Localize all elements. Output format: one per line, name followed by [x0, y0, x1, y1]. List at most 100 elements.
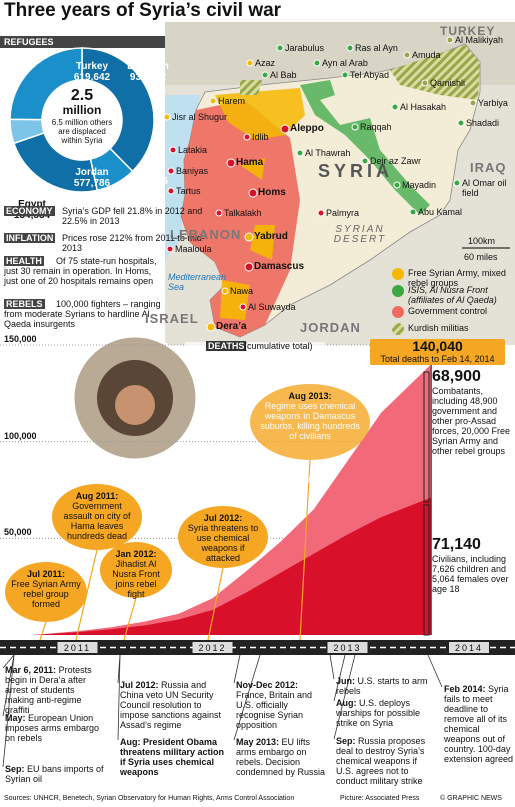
place-label: Damascus — [254, 261, 305, 272]
place-dot — [469, 99, 477, 107]
bubble-text: Jihadist Al Nusra Front joins rebel figh… — [112, 559, 160, 599]
bubble — [5, 562, 87, 622]
donut-segment — [9, 47, 83, 121]
place-dot — [296, 149, 304, 157]
timeline-text: Protests begin in Dera’a after arrest of… — [5, 665, 92, 715]
legend-label: Free Syrian Army, mixed rebel groups — [408, 268, 506, 288]
isis-area — [300, 80, 430, 215]
country-name: Lebanon — [127, 61, 169, 72]
timeline-connector — [427, 654, 443, 688]
place-dot — [244, 232, 254, 242]
refugee-unit: million — [62, 103, 102, 117]
place-label: Homs — [258, 187, 286, 198]
legend-swatch — [392, 323, 404, 335]
bubble — [100, 542, 172, 598]
legend-label: ISIS, Al Nusra Front (affiliates of Al Q… — [408, 285, 497, 305]
place-label: Deir az Zawr — [370, 156, 422, 166]
civilians-text: Civilians, including 7,626 children and … — [432, 554, 509, 594]
civilians-number: 71,140 — [432, 536, 481, 553]
place-dot — [206, 322, 216, 332]
place-label: Azaz — [255, 58, 276, 68]
place-label: Ayn al Arab — [322, 58, 368, 68]
place-dot — [215, 209, 223, 217]
total-value: 140,040 — [412, 338, 463, 354]
x-tick-label: 2012 — [198, 643, 227, 653]
bubble-pointer — [299, 459, 311, 641]
deaths-area — [32, 497, 432, 635]
syria-label: SYRIA — [318, 161, 394, 181]
donut-center — [43, 81, 121, 159]
stat-text: Syria’s GDP fell 21.8% in 2012 and 22.5%… — [62, 206, 203, 226]
timeline-entry: Mar 6, 2011: Protests begin in Dera’a af… — [5, 665, 105, 715]
kurdish-area — [240, 45, 480, 100]
timeline-connector — [233, 654, 261, 741]
timeline-date: Sep: — [336, 736, 356, 746]
timeline-connector — [333, 654, 356, 740]
x-tick-label: 2013 — [333, 643, 362, 653]
timeline-entry: Aug: President Obama threatens military … — [120, 737, 228, 777]
place-label: Ras al Ayn — [355, 43, 398, 53]
place-label: Idlib — [252, 132, 269, 142]
bubble-date: Jul 2011: — [26, 569, 66, 579]
x-tick-box — [327, 642, 368, 653]
title: Three years of Syria’s civil war — [4, 0, 282, 21]
timeline-entry: May 2013: EU lifts arms embargo on rebel… — [236, 737, 326, 777]
timeline-text: EU bans imports of Syrian oil — [5, 764, 104, 784]
stat-heading: INFLATION — [4, 233, 56, 243]
country-value: 224,356 — [131, 176, 169, 187]
combatants-bracket — [423, 371, 430, 503]
x-tick-box — [192, 642, 233, 653]
place-label: Al Malikiyah — [455, 35, 504, 45]
timeline-date: Jun: — [336, 676, 355, 686]
place-dot — [317, 209, 325, 217]
refugee-heading-bg — [0, 36, 165, 48]
timeline-text: France, Britain and U.S. officially reco… — [236, 690, 313, 730]
timeline-text: Russia proposes deal to destroy Syria’s … — [336, 736, 426, 786]
legend-swatch — [392, 268, 404, 280]
stat-heading: ECONOMY — [4, 206, 55, 216]
timeline-connector — [2, 654, 15, 717]
timeline-entry: Sep: Russia proposes deal to destroy Syr… — [336, 736, 431, 786]
timeline-entry: May: European Union imposes arms embargo… — [5, 713, 105, 743]
place-dot — [166, 245, 174, 253]
timeline-date: Feb 2014: — [444, 684, 486, 694]
timeline-entry: Jul 2012: Russia and China veto UN Secur… — [120, 680, 228, 730]
place-dot — [421, 79, 429, 87]
country-name: Jordan — [75, 167, 109, 178]
stat-heading: REBELS — [4, 299, 45, 309]
place-dot — [446, 36, 454, 44]
place-label: Yabrud — [254, 231, 288, 242]
place-dot — [457, 119, 465, 127]
place-dot — [221, 287, 229, 295]
timeline-date: Aug: — [336, 698, 357, 708]
rebel-south — [220, 158, 275, 320]
country-value: 938,392 — [129, 72, 167, 83]
desert-label: SYRIAN DESERT — [333, 224, 387, 245]
place-label: Amuda — [412, 50, 441, 60]
timeline-text: U.S. deploys warships for possible strik… — [336, 698, 421, 728]
place-label: Mayadin — [402, 180, 437, 190]
place-dot — [167, 187, 175, 195]
place-dot — [351, 123, 359, 131]
place-label: Maaloula — [175, 244, 212, 254]
total-caption: Total deaths to Feb 14, 2014 — [380, 354, 495, 364]
timeline-connector — [117, 654, 121, 741]
country-name: Turkey — [75, 61, 109, 72]
time-axis — [0, 640, 515, 655]
timeline-connector — [2, 654, 15, 669]
government-area — [181, 100, 300, 337]
place-dot — [209, 97, 217, 105]
bubble-date: Aug 2011: — [75, 491, 119, 501]
legend-label: Government control — [408, 306, 488, 316]
sea-label: Mediterranean Sea — [168, 272, 227, 292]
timeline-text: President Obama threatens military actio… — [120, 737, 225, 777]
place-dot — [403, 51, 411, 59]
place-dot — [341, 71, 349, 79]
legend-label: Kurdish militias — [408, 323, 469, 333]
refugee-heading: REFUGEES — [4, 37, 54, 47]
place-label: Yarbiya — [478, 98, 508, 108]
combatants-text: Combatants, including 48,900 government … — [432, 386, 511, 456]
place-label: Al Bab — [270, 70, 297, 80]
x-tick-label: 2014 — [454, 643, 484, 653]
